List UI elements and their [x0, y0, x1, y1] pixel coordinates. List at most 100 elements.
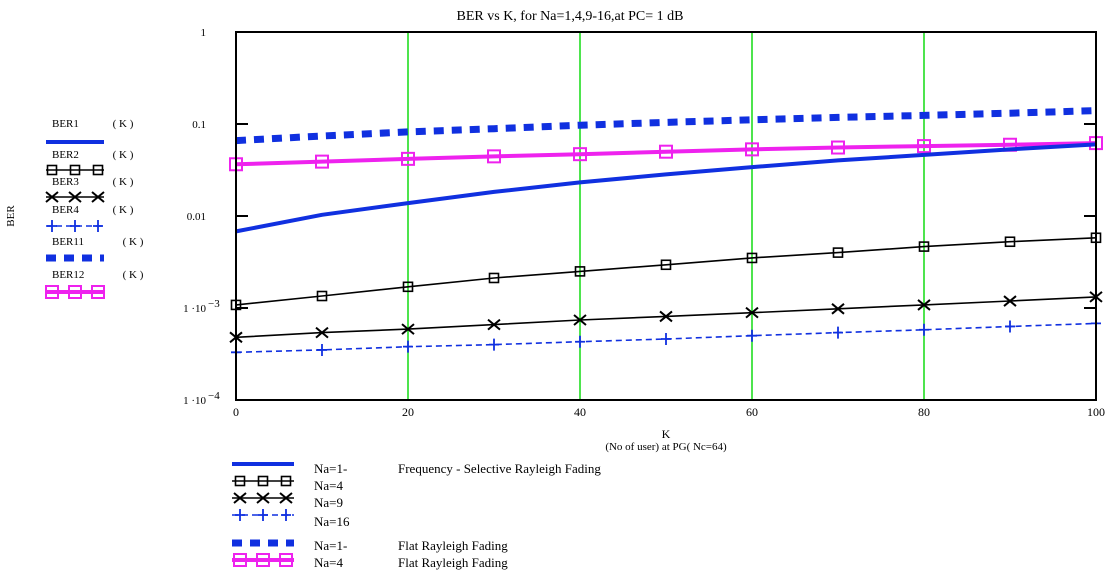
left-legend-marker	[91, 285, 105, 299]
bottom-legend-label: Na=4	[314, 555, 343, 570]
bottom-legend-label: Na=9	[314, 495, 343, 510]
left-legend-name: BER4	[52, 204, 79, 216]
bottom-legend-marker	[279, 492, 293, 504]
left-legend-name: BER12	[52, 269, 84, 281]
x-tick-label-20: 20	[402, 405, 414, 419]
data-point-ber4-8	[919, 323, 929, 336]
left-legend-item-ber11: BER11 ( K )	[46, 236, 144, 262]
bottom-legend-marker	[281, 509, 291, 521]
left-legend-arg: ( K )	[113, 204, 134, 216]
left-legend-arg: ( K )	[113, 118, 134, 130]
bottom-legend-item-1: Na=4	[232, 475, 343, 493]
bottom-legend-note: Flat Rayleigh Fading	[398, 555, 508, 570]
data-point-ber4-6	[747, 329, 757, 342]
y-tick-label-0.0001: 1 ·10	[183, 395, 206, 407]
left-legend-marker	[68, 191, 82, 203]
series-line-ber12	[235, 141, 1097, 167]
bottom-legend: Na=1- Frequency - Selective Rayleigh Fadi…	[232, 461, 601, 570]
bottom-legend-marker	[257, 475, 269, 487]
left-legend-marker	[91, 191, 105, 203]
y-tick-label-0.001: 1 ·10	[183, 303, 206, 315]
data-point-ber3-5	[659, 310, 673, 323]
data-point-ber2-1	[316, 290, 328, 302]
data-point-ber3-8	[917, 299, 931, 311]
data-point-ber4-3	[489, 338, 499, 351]
bottom-legend-marker	[279, 553, 293, 567]
bottom-legend-label: Na=4	[314, 478, 343, 493]
data-point-ber2-6	[746, 252, 758, 264]
data-point-ber12-8	[917, 139, 931, 154]
x-tick-label-80: 80	[918, 405, 930, 419]
left-legend-name: BER11	[52, 236, 84, 248]
left-legend-item-ber1: BER1 ( K )	[46, 118, 134, 144]
data-point-ber2-5	[660, 259, 672, 271]
left-legend-marker	[93, 220, 103, 232]
data-point-ber4-2	[403, 340, 413, 353]
left-legend-item-ber12: BER12 ( K )	[45, 269, 144, 299]
data-point-ber2-9	[1004, 236, 1016, 248]
series-ber4	[231, 317, 1101, 359]
bottom-legend-marker	[256, 553, 270, 567]
y-tick-label-0.1: 0.1	[192, 119, 206, 131]
data-point-ber3-9	[1003, 295, 1017, 307]
series-ber1	[235, 142, 1097, 234]
bottom-legend-marker	[258, 509, 268, 521]
left-legend-marker	[68, 285, 82, 299]
data-point-ber12-7	[831, 140, 845, 155]
data-point-ber4-1	[317, 343, 327, 356]
bottom-legend-label: Na=16	[314, 514, 350, 529]
bottom-legend-note: Flat Rayleigh Fading	[398, 538, 508, 553]
data-point-ber12-4	[573, 147, 587, 162]
bottom-legend-marker	[235, 509, 245, 521]
bottom-legend-marker	[233, 553, 247, 567]
series-ber2	[230, 232, 1102, 311]
x-tick-label-60: 60	[746, 405, 758, 419]
left-legend-name: BER2	[52, 149, 79, 161]
bottom-legend-item-3: Na=16	[232, 509, 350, 529]
data-point-ber12-6	[745, 142, 759, 157]
chart-title: BER vs K, for Na=1,4,9-16,at PC= 1 dB	[457, 9, 684, 24]
data-point-ber2-2	[402, 281, 414, 293]
x-tick-label-40: 40	[574, 405, 586, 419]
plot-series	[229, 107, 1103, 359]
y-axis-label: BER	[5, 205, 17, 227]
data-point-ber12-5	[659, 144, 673, 159]
data-point-ber2-3	[488, 272, 500, 284]
data-point-ber3-7	[831, 303, 845, 315]
left-legend-arg: ( K )	[123, 269, 144, 281]
y-tick-exponent-0.001: −3	[208, 298, 220, 310]
data-point-ber3-4	[573, 314, 587, 326]
left-legend-marker	[46, 164, 58, 176]
series-line-ber2	[235, 237, 1097, 306]
data-point-ber3-2	[401, 323, 415, 335]
left-legend-marker	[69, 164, 81, 176]
y-tick-label-1: 1	[201, 27, 207, 39]
data-point-ber4-4	[575, 335, 585, 348]
left-legend-marker	[45, 285, 59, 299]
x-axis-sublabel: (No of user) at PG( Nc=64)	[605, 441, 727, 453]
left-legend-name: BER1	[52, 118, 79, 130]
data-point-ber12-2	[401, 151, 415, 166]
data-point-ber12-1	[315, 154, 329, 169]
left-legend-item-ber4: BER4 ( K )	[46, 204, 134, 232]
series-line-ber11	[235, 107, 1097, 145]
data-point-ber12-3	[487, 149, 501, 164]
data-point-ber2-7	[832, 247, 844, 258]
data-point-ber4-5	[661, 333, 671, 346]
bottom-legend-note: Frequency - Selective Rayleigh Fading	[398, 461, 601, 476]
left-legend-marker	[47, 220, 57, 232]
left-legend-marker	[45, 191, 59, 203]
data-point-ber4-7	[833, 326, 843, 339]
y-tick-label-0.01: 0.01	[187, 211, 206, 223]
bottom-legend-item-4: Na=1- Flat Rayleigh Fading	[232, 538, 508, 553]
bottom-legend-marker	[280, 475, 292, 487]
left-legend-name: BER3	[52, 176, 79, 188]
x-tick-label-0: 0	[233, 405, 239, 419]
bottom-legend-item-2: Na=9	[232, 492, 343, 510]
series-ber12	[229, 136, 1103, 172]
data-point-ber3-6	[745, 306, 759, 319]
y-tick-exponent-0.0001: −4	[208, 390, 220, 402]
left-legend-item-ber2: BER2 ( K )	[46, 149, 134, 176]
data-point-ber4-9	[1005, 320, 1015, 333]
